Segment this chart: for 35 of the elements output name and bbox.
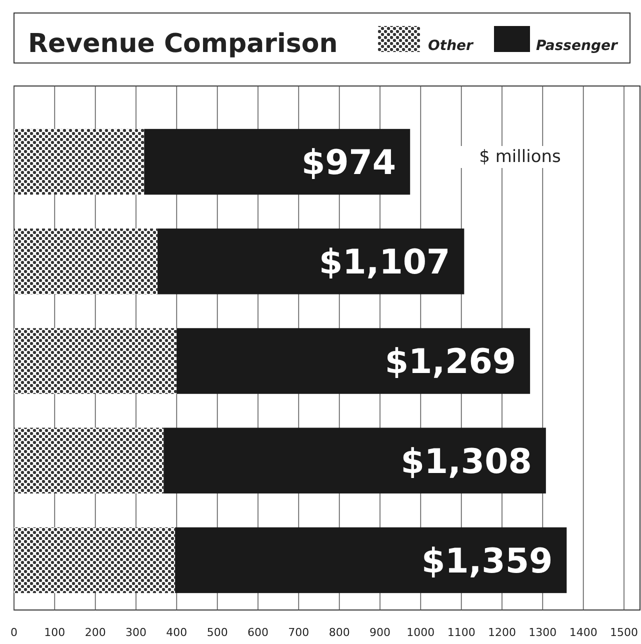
- x-tick-label: 1300: [528, 626, 557, 639]
- total-label: $974: [301, 143, 396, 184]
- bar: [14, 228, 158, 294]
- x-tick-label: 1200: [488, 626, 516, 639]
- bar: [14, 428, 164, 494]
- x-tick-label: 400: [166, 626, 188, 639]
- bar: [14, 128, 144, 195]
- total-label: $1,308: [400, 442, 532, 482]
- x-tick-label: 600: [248, 626, 268, 639]
- bar: [14, 527, 176, 594]
- chart-title: Revenue Comparison: [28, 29, 338, 59]
- legend-label: Passenger: [536, 38, 618, 54]
- legend-label: Other: [428, 38, 474, 54]
- bar: [175, 527, 567, 594]
- x-tick-label: 200: [84, 626, 106, 639]
- total-label: $1,107: [318, 242, 450, 283]
- x-tick-label: 1100: [447, 626, 476, 639]
- total-label: $1,269: [384, 342, 516, 382]
- x-tick-label: 0: [10, 626, 18, 639]
- bar: [158, 228, 464, 294]
- bar: [144, 128, 410, 195]
- annotation: $ millions: [479, 147, 561, 167]
- bar: [164, 428, 546, 494]
- x-tick-label: 100: [44, 626, 66, 639]
- x-tick-label: 1000: [406, 626, 435, 639]
- x-tick-label: 700: [288, 626, 310, 639]
- x-tick-label: 1400: [569, 626, 598, 639]
- x-tick-label: 1500: [610, 626, 638, 639]
- bar: [14, 328, 177, 394]
- bar: [176, 328, 530, 394]
- total-label: $1,359: [421, 541, 553, 582]
- x-tick-label: 900: [370, 626, 390, 639]
- x-tick-label: 500: [206, 626, 228, 639]
- x-tick-label: 800: [328, 626, 350, 639]
- x-tick-label: 300: [126, 626, 146, 639]
